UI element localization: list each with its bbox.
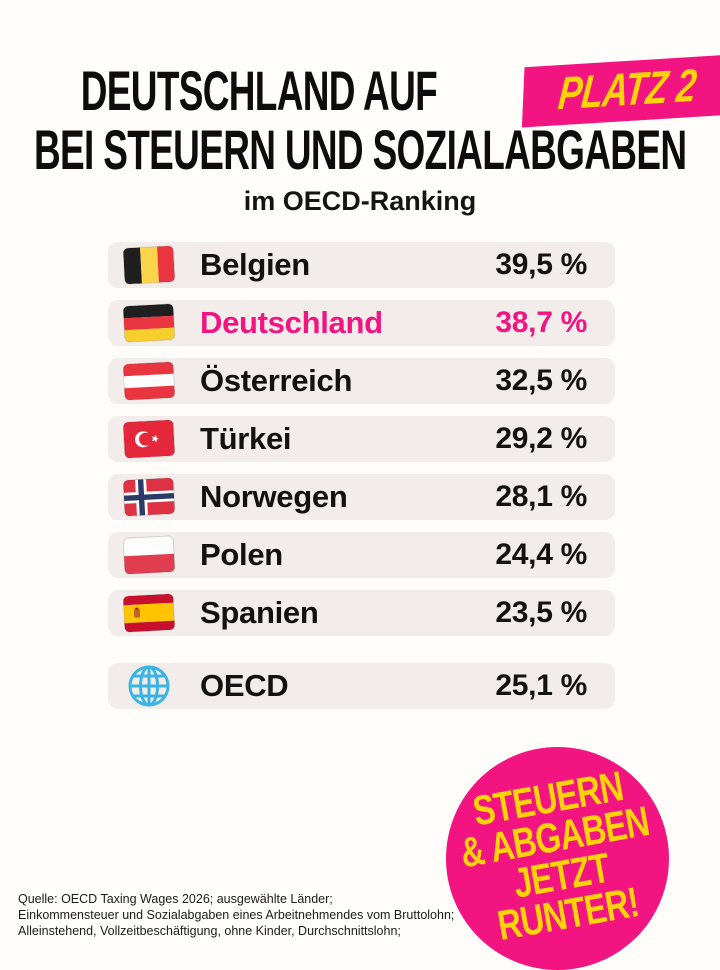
poland-flag-icon <box>122 535 176 575</box>
header: DEUTSCHLAND AUF PLATZ 2 BEI STEUERN UND … <box>0 54 720 217</box>
country-label: Norwegen <box>200 479 348 514</box>
title-line1-text: DEUTSCHLAND AUF <box>80 59 438 122</box>
cta-badge-text: STEUERN & ABGABEN JETZT RUNTER! <box>424 758 691 954</box>
country-label: Deutschland <box>200 305 383 340</box>
value-label: 29,2 % <box>495 422 587 455</box>
title-line-2: BEI STEUERN UND SOZIALABGABEN <box>0 118 720 181</box>
source-line-2: Einkommensteuer und Sozialabgaben eines … <box>18 908 455 922</box>
value-label: 28,1 % <box>495 480 587 513</box>
country-label: Polen <box>200 537 283 572</box>
platz-2-label: PLATZ 2 <box>555 58 699 120</box>
country-label: Spanien <box>200 595 319 630</box>
austria-flag-icon <box>122 361 176 401</box>
source-line-3: Alleinstehend, Vollzeitbeschäftigung, oh… <box>18 924 401 938</box>
ranking-row-tuerkei: Türkei 29,2 % <box>108 416 615 462</box>
cta-badge: STEUERN & ABGABEN JETZT RUNTER! <box>446 747 669 970</box>
spain-flag-icon <box>122 593 176 633</box>
germany-flag-icon <box>122 303 176 343</box>
norway-flag-icon <box>122 477 176 517</box>
belgium-flag-icon <box>122 245 176 285</box>
ranking-row-belgien: Belgien 39,5 % <box>108 242 615 288</box>
source-line-1: Quelle: OECD Taxing Wages 2026; ausgewäh… <box>18 892 333 906</box>
value-label: 23,5 % <box>495 596 587 629</box>
country-label: OECD <box>200 668 289 703</box>
country-label: Türkei <box>200 421 292 456</box>
platz-2-highlight-box: PLATZ 2 <box>521 54 720 128</box>
subtitle: im OECD-Ranking <box>243 186 477 216</box>
country-label: Österreich <box>200 363 353 398</box>
value-label: 24,4 % <box>495 538 587 571</box>
title-line-1: DEUTSCHLAND AUF PLATZ 2 <box>0 54 720 128</box>
ranking-list: Belgien 39,5 % Deutschland 38,7 % <box>108 242 615 721</box>
source-note: Quelle: OECD Taxing Wages 2026; ausgewäh… <box>18 891 454 939</box>
value-label: 39,5 % <box>495 248 587 281</box>
ranking-row-oecd: OECD 25,1 % <box>108 663 615 709</box>
ranking-row-polen: Polen 24,4 % <box>108 532 615 578</box>
ranking-row-deutschland: Deutschland 38,7 % <box>108 300 615 346</box>
title-line2-text: BEI STEUERN UND SOZIALABGABEN <box>33 118 687 181</box>
ranking-row-norwegen: Norwegen 28,1 % <box>108 474 615 520</box>
value-label: 32,5 % <box>495 364 587 397</box>
ranking-row-spanien: Spanien 23,5 % <box>108 590 615 636</box>
value-label: 38,7 % <box>495 306 587 339</box>
turkey-flag-icon <box>122 419 176 459</box>
country-label: Belgien <box>200 247 310 282</box>
ranking-row-oesterreich: Österreich 32,5 % <box>108 358 615 404</box>
globe-icon <box>123 665 175 707</box>
value-label: 25,1 % <box>495 669 587 702</box>
